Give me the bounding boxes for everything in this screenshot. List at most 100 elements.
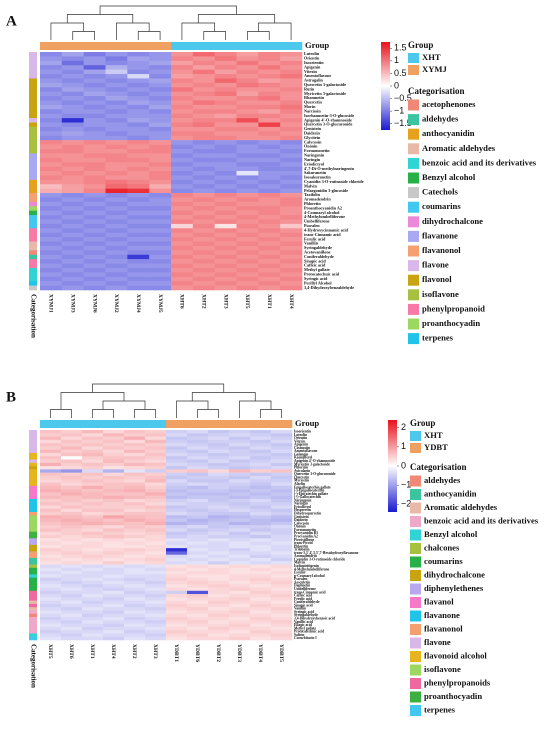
heat-cell bbox=[149, 263, 172, 269]
heat-cell bbox=[127, 56, 150, 62]
heat-cell bbox=[258, 104, 281, 110]
row-label: Myricetin 3-galactoside bbox=[294, 462, 330, 466]
heat-cell bbox=[236, 109, 259, 115]
heat-cell bbox=[166, 446, 188, 450]
row-label: Orientin bbox=[304, 56, 320, 61]
heat-cell bbox=[145, 446, 167, 450]
heat-cell bbox=[61, 459, 83, 464]
heat-cell bbox=[61, 515, 83, 519]
heat-cell bbox=[258, 91, 281, 97]
heat-cell bbox=[82, 590, 104, 595]
row-label: Sinapic acid bbox=[294, 603, 313, 607]
heat-cell bbox=[145, 436, 167, 441]
heat-cell bbox=[40, 525, 62, 529]
column-label: XYMJ6 bbox=[91, 294, 97, 313]
heat-cell bbox=[192, 245, 215, 251]
category-axis-label: Categorisation bbox=[29, 644, 37, 688]
category-strip bbox=[29, 613, 37, 618]
category-strip bbox=[29, 472, 37, 477]
heat-cell bbox=[105, 241, 128, 247]
heat-cell bbox=[124, 489, 146, 493]
heat-cell bbox=[124, 528, 146, 533]
heat-cell bbox=[229, 485, 251, 490]
heat-cell bbox=[187, 636, 209, 641]
dendrogram-branch bbox=[137, 31, 161, 40]
heat-cell bbox=[271, 626, 293, 631]
heat-cell bbox=[187, 610, 209, 615]
heat-cell bbox=[214, 60, 237, 66]
heat-cell bbox=[166, 564, 188, 569]
heat-cell bbox=[229, 446, 251, 450]
heat-cell bbox=[166, 469, 188, 473]
heat-cell bbox=[166, 557, 188, 562]
heat-cell bbox=[40, 607, 62, 611]
heat-cell bbox=[83, 118, 106, 123]
category-strip bbox=[29, 620, 37, 624]
heat-cell bbox=[271, 636, 293, 641]
heat-cell bbox=[250, 584, 272, 588]
heat-cell bbox=[61, 245, 84, 251]
row-label: Amentoflavone bbox=[294, 449, 318, 453]
heat-cell bbox=[187, 462, 209, 467]
heat-cell bbox=[258, 263, 281, 269]
heat-cell bbox=[171, 254, 194, 260]
heat-cell bbox=[145, 528, 167, 533]
heat-cell bbox=[208, 541, 230, 546]
heat-cell bbox=[171, 148, 194, 154]
heat-cell bbox=[145, 443, 167, 447]
heat-cell bbox=[166, 449, 188, 454]
heat-cell bbox=[40, 600, 62, 605]
heat-cell bbox=[229, 436, 251, 441]
heat-cell bbox=[229, 479, 251, 483]
heat-cell bbox=[124, 430, 146, 434]
heat-cell bbox=[103, 535, 125, 539]
heat-cell bbox=[105, 166, 128, 172]
legend-label: flavanonol bbox=[424, 623, 463, 633]
heat-cell bbox=[236, 82, 259, 88]
heat-cell bbox=[192, 148, 215, 154]
heat-cell bbox=[124, 508, 146, 513]
row-label: trans-Piceid bbox=[294, 541, 313, 545]
heat-cell bbox=[171, 74, 194, 79]
heat-cell bbox=[145, 630, 167, 634]
heat-cell bbox=[40, 535, 62, 539]
heat-cell bbox=[103, 502, 125, 506]
heat-cell bbox=[229, 544, 251, 549]
row-label: Naringenin bbox=[304, 153, 325, 158]
heat-cell bbox=[61, 521, 83, 526]
heat-cell bbox=[280, 148, 303, 154]
heat-cell bbox=[214, 254, 237, 260]
heat-cell bbox=[166, 613, 188, 618]
heat-cell bbox=[250, 518, 272, 523]
category-strip bbox=[29, 267, 37, 273]
heat-cell bbox=[187, 495, 209, 500]
heat-cell bbox=[149, 179, 172, 185]
heat-cell bbox=[229, 466, 251, 470]
heat-cell bbox=[124, 607, 146, 611]
group-bar bbox=[61, 42, 84, 50]
heat-cell bbox=[192, 250, 215, 256]
heat-cell bbox=[124, 557, 146, 562]
heat-cell bbox=[258, 188, 281, 194]
heat-cell bbox=[124, 469, 146, 473]
heat-cell bbox=[82, 623, 104, 628]
heat-cell bbox=[40, 91, 63, 97]
column-label: XHT6 bbox=[179, 294, 185, 309]
heat-cell bbox=[105, 232, 128, 238]
heat-cell bbox=[105, 250, 128, 256]
heat-cell bbox=[229, 472, 251, 477]
row-label: Vanillin bbox=[294, 607, 306, 611]
heat-cell bbox=[124, 512, 146, 516]
heat-cell bbox=[214, 144, 237, 150]
heat-cell bbox=[258, 285, 281, 291]
heat-cell bbox=[192, 87, 215, 92]
heat-cell bbox=[61, 439, 83, 444]
heat-cell bbox=[82, 580, 104, 585]
heat-cell bbox=[258, 113, 281, 119]
row-label: Aesculetin bbox=[294, 580, 310, 584]
heat-cell bbox=[124, 436, 146, 441]
heat-cell bbox=[105, 82, 128, 88]
row-label: Cosmosiin bbox=[294, 446, 310, 450]
column-label: YDBT4 bbox=[257, 644, 263, 662]
heat-cell bbox=[82, 571, 104, 575]
